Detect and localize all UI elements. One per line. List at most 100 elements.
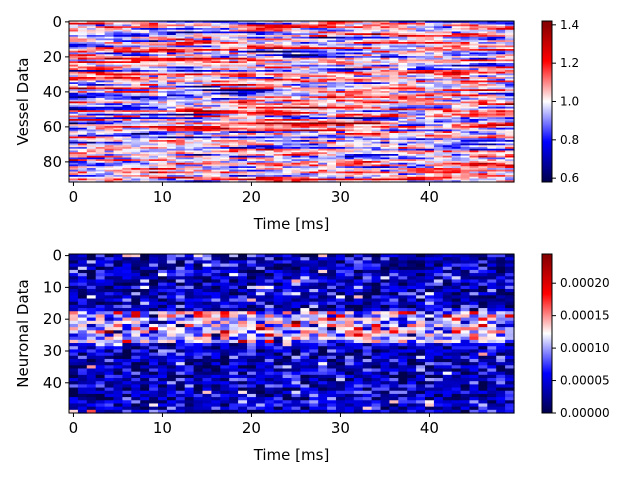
heatmap-cell: [389, 70, 399, 73]
heatmap-cell: [416, 54, 426, 57]
heatmap-cell: [131, 42, 141, 45]
heatmap-cell: [353, 105, 364, 108]
heatmap-cell: [282, 113, 293, 117]
heatmap-cell: [273, 80, 284, 83]
heatmap-cell: [487, 47, 497, 50]
heatmap-cell: [282, 94, 293, 97]
heatmap-cell: [478, 61, 488, 64]
heatmap-cell: [220, 110, 230, 113]
heatmap-cell: [211, 113, 221, 117]
heatmap-cell: [451, 127, 462, 131]
heatmap-cell: [131, 45, 141, 48]
heatmap-cell: [86, 85, 97, 89]
heatmap-cell: [193, 110, 204, 113]
heatmap-cell: [149, 45, 159, 48]
heatmap-cell: [309, 155, 319, 159]
heatmap-cell: [442, 161, 453, 164]
heatmap-cell: [184, 59, 195, 62]
heatmap-cell: [220, 50, 230, 54]
heatmap-cell: [184, 22, 195, 26]
heatmap-cell: [371, 254, 382, 258]
heatmap-cell: [166, 147, 177, 150]
heatmap-cell: [238, 29, 248, 33]
heatmap-cell: [487, 87, 497, 90]
heatmap-cell: [220, 78, 230, 82]
heatmap-cell: [247, 31, 257, 34]
heatmap-cell: [158, 147, 168, 150]
heatmap-cell: [407, 33, 417, 36]
heatmap-cell: [86, 22, 97, 26]
heatmap-cell: [131, 154, 141, 157]
heatmap-cell: [442, 108, 453, 111]
heatmap-cell: [113, 84, 123, 87]
heatmap-cell: [380, 49, 390, 52]
heatmap-cell: [425, 49, 435, 52]
heatmap-cell: [416, 117, 426, 120]
heatmap-cell: [113, 152, 123, 155]
heatmap-cell: [104, 80, 115, 83]
heatmap-cell: [505, 129, 515, 132]
heatmap-cell: [131, 82, 141, 85]
heatmap-cell: [282, 77, 293, 80]
heatmap-cell: [77, 101, 88, 104]
heatmap-cell: [122, 110, 132, 113]
heatmap-cell: [318, 120, 328, 124]
heatmap-cell: [86, 59, 97, 62]
heatmap-cell: [282, 85, 293, 89]
heatmap-cell: [478, 164, 488, 167]
heatmap-cell: [184, 173, 195, 176]
heatmap-cell: [469, 178, 479, 181]
heatmap-cell: [398, 173, 408, 176]
heatmap-cell: [496, 40, 506, 43]
heatmap-cell: [353, 36, 364, 40]
heatmap-cell: [380, 98, 390, 101]
heatmap-cell: [362, 148, 373, 152]
heatmap-cell: [95, 98, 106, 101]
heatmap-cell: [487, 94, 497, 97]
heatmap-cell: [166, 56, 177, 59]
heatmap-cell: [113, 133, 123, 136]
heatmap-cell: [273, 112, 284, 115]
heatmap-cell: [229, 266, 239, 271]
heatmap-cell: [344, 143, 355, 146]
heatmap-cell: [229, 117, 239, 120]
heatmap-cell: [353, 29, 364, 33]
heatmap-cell: [433, 56, 444, 59]
heatmap-cell: [487, 92, 497, 96]
heatmap-cell: [220, 59, 230, 62]
heatmap-cell: [309, 91, 319, 94]
heatmap-cell: [255, 101, 266, 104]
heatmap-cell: [407, 273, 417, 277]
heatmap-cell: [202, 168, 212, 171]
heatmap-cell: [247, 92, 257, 96]
heatmap-cell: [220, 94, 230, 97]
heatmap-cell: [398, 26, 408, 29]
heatmap-cell: [300, 138, 310, 141]
heatmap-cell: [77, 98, 88, 101]
heatmap-cell: [496, 26, 506, 29]
heatmap-cell: [220, 84, 230, 87]
heatmap-cell: [309, 147, 319, 150]
heatmap-cell: [433, 263, 444, 268]
heatmap-cell: [291, 56, 301, 59]
heatmap-cell: [469, 35, 479, 38]
heatmap-cell: [131, 180, 141, 183]
heatmap-cell: [416, 101, 426, 104]
heatmap-cell: [451, 105, 462, 108]
heatmap-cell: [193, 112, 204, 115]
heatmap-cell: [264, 157, 275, 160]
heatmap-cell: [487, 54, 497, 57]
heatmap-cell: [77, 71, 88, 75]
heatmap-cell: [184, 85, 195, 89]
heatmap-cell: [184, 129, 195, 132]
heatmap-cell: [336, 124, 346, 127]
heatmap-cell: [389, 35, 399, 38]
heatmap-cell: [282, 108, 293, 111]
heatmap-cell: [104, 89, 115, 92]
heatmap-cell: [300, 33, 310, 36]
heatmap-cell: [184, 73, 195, 76]
heatmap-cell: [113, 105, 123, 108]
heatmap-cell: [416, 80, 426, 83]
heatmap-cell: [327, 143, 337, 146]
heatmap-cell: [425, 68, 435, 71]
